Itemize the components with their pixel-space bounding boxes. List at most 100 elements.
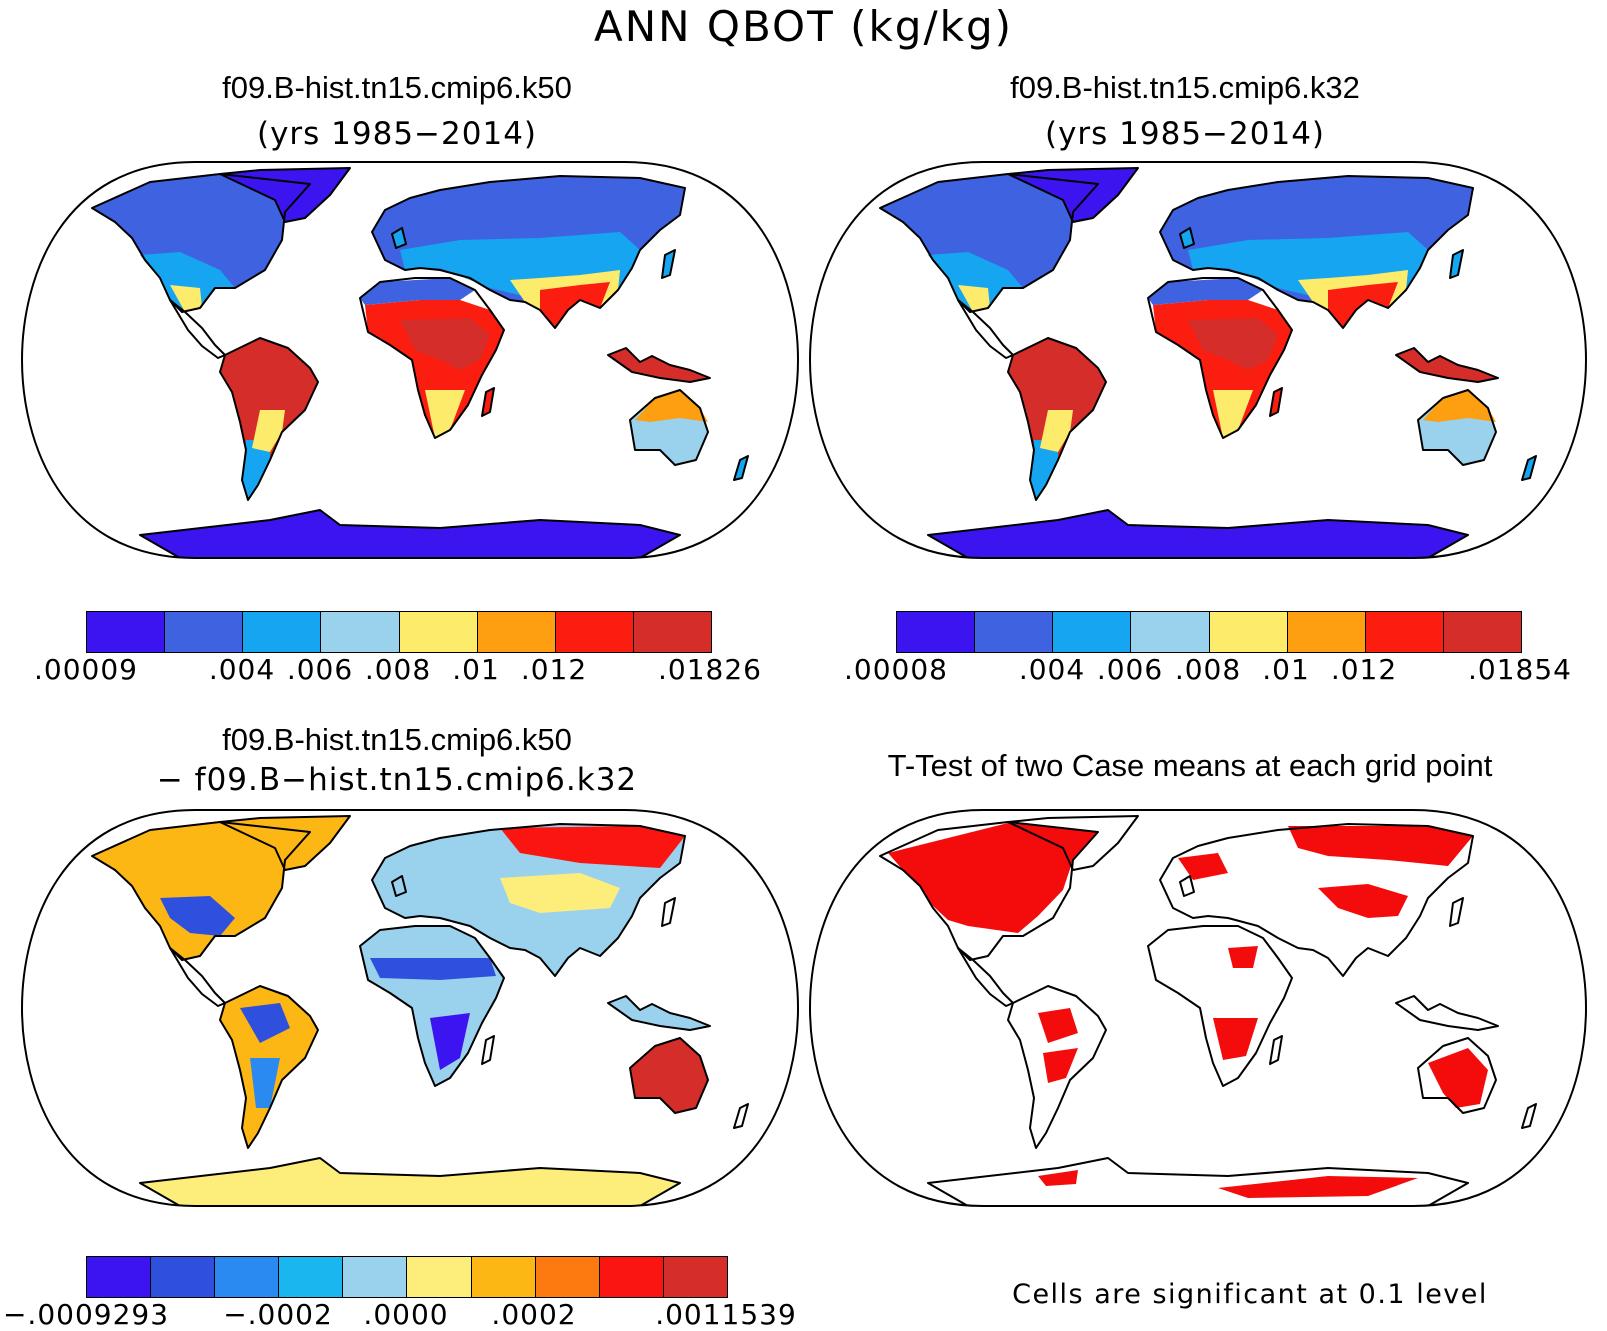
australia-significant [1428,1048,1488,1108]
figure-title: ANN QBOT (kg/kg) [593,2,1013,51]
sa-south-fill [1040,410,1073,452]
sahara-fill [360,278,475,305]
coastline-greenland [1007,167,1139,223]
colorbar-swatch [535,1257,600,1297]
colorbar-swatch [399,612,478,652]
coastline-eurasia [371,823,686,977]
coastline-northAmerica [91,173,311,313]
na-significant [888,823,1098,933]
greenland-fill [220,168,350,222]
madagascar-fill [1270,388,1282,416]
coastline-greenland [219,815,351,871]
australia-diff [630,1038,708,1113]
coastline-africa [359,925,505,1087]
coastline-northAmerica [91,821,311,961]
coastline-madagascar [481,1035,495,1065]
coastline-northAmerica [879,821,1099,961]
map-boundary [20,809,800,1207]
colorbar-swatch [87,612,166,652]
colorbar-swatch [243,612,322,652]
mexico-fill [170,285,202,312]
sa-south-fill [252,410,285,452]
coastline-nz [733,455,749,481]
colorbar-swatch [215,1257,280,1297]
colorbar-swatch [165,612,244,652]
colorbar-swatch [633,612,711,652]
patagonia-fill [242,440,270,500]
map-panel-3 [20,809,800,1207]
coastline-japan [661,249,676,279]
colorbar-tick-label: .004 [208,653,276,686]
colorbar-tick-label: −.0009293 [2,1298,170,1331]
colorbar-swatch [1443,612,1521,652]
coastline-japan [1449,249,1464,279]
sa-significant [1043,1048,1078,1083]
map-boundary [808,161,1588,559]
coastline-greenland [1007,815,1139,871]
coastline-uk [391,875,407,897]
coastline-australia [1417,389,1497,466]
colorbar-swatch [87,1257,152,1297]
colorbar-swatch [343,1257,408,1297]
colorbar-tick-label: −.0002 [223,1298,333,1331]
antarctica-fill [140,510,680,558]
coastline-madagascar [1269,1035,1283,1065]
sahara-fill [1148,278,1263,305]
coastline-africa [1147,925,1293,1087]
map-boundary [808,809,1588,1207]
coastline-africa [1147,277,1293,439]
coastline-indonesia [1395,995,1499,1031]
colorbar-tick-label: .0002 [491,1298,577,1331]
africa-north-significant [1228,946,1258,968]
colorbar-tick-label: .006 [286,653,354,686]
colorbar-tick-label: .01 [452,653,500,686]
panel1-subtitle: (yrs 1985−2014) [256,116,538,152]
panel4-title: T-Test of two Case means at each grid po… [887,748,1493,783]
colorbar-swatch [279,1257,344,1297]
coastline-antarctica [139,509,681,558]
colorbar-tick-label: .006 [1096,653,1164,686]
colorbar-tick-label: .00009 [34,653,138,686]
coastline-madagascar [1269,387,1283,417]
map-panel-2 [808,161,1588,559]
coastline-indonesia [607,347,711,383]
australia-north-fill [635,390,708,422]
colorbar-tick-label: .008 [364,653,432,686]
colorbar-tick-label: .01854 [1468,653,1572,686]
colorbar-swatch [1131,612,1210,652]
na-diff [92,822,310,960]
significance-footnote: Cells are significant at 0.1 level [1012,1279,1488,1310]
panel2-subtitle: (yrs 1985−2014) [1044,116,1326,152]
colorbar-tick-label: .004 [1018,653,1086,686]
coastline-eurasia [1159,823,1474,977]
coastline-northAmerica [879,173,1099,313]
map-panel-1 [20,161,800,559]
na-fill [92,174,310,312]
colorbar-tick-label: .012 [520,653,588,686]
coastline-australia [629,389,709,466]
panel3-case-label: f09.B-hist.tn15.cmip6.k50 [222,722,572,757]
asia-significant [1318,884,1408,918]
colorbar-swatch [975,612,1054,652]
colorbar-panel-3-labels: −.0009293 −.0002 .0000 .0002 .0011539 [3,1298,796,1331]
map-panel-4 [808,809,1588,1207]
colorbar-swatch [555,612,634,652]
greenland-diff [220,816,350,870]
coastline-uk [391,227,407,249]
coastline-southAmerica [1007,337,1107,501]
na-south-fill [928,252,1023,312]
coastline-nz [733,1103,749,1129]
colorbar-tick-label: .01826 [658,653,762,686]
greenland-fill [1008,168,1138,222]
coastline-indonesia [607,995,711,1031]
coastline-eurasia [371,175,686,329]
coastline-nz [1521,455,1537,481]
australia-north-fill [1423,390,1496,422]
map-boundary [20,161,800,559]
antarctica-west-significant [1038,1170,1078,1186]
colorbar-swatch [407,1257,472,1297]
colorbar-panel-2 [896,611,1522,653]
colorbar-tick-label: .0011539 [655,1298,797,1331]
colorbar-tick-label: .008 [1174,653,1242,686]
colorbar-swatch [471,1257,536,1297]
